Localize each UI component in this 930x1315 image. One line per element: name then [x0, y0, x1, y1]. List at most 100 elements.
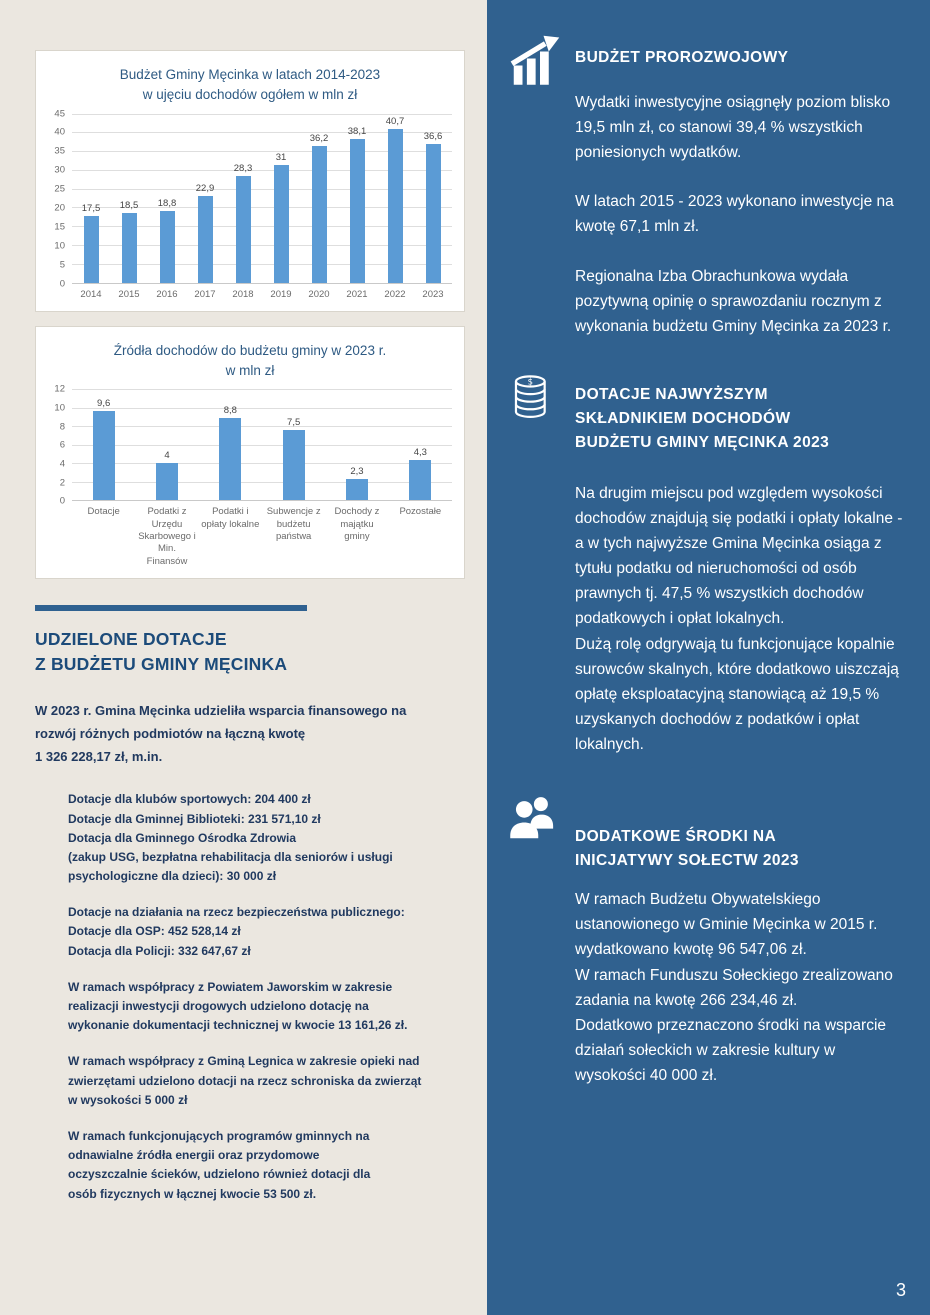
bar	[349, 138, 365, 283]
text-line: Dotacje dla klubów sportowych: 204 400 z…	[68, 792, 311, 807]
section-content: BUDŻET PROROZWOJOWY Wydatki inwestycyjne…	[575, 34, 904, 339]
text-line: W latach 2015 - 2023 wykonano inwestycje…	[575, 193, 894, 236]
right-column: BUDŻET PROROZWOJOWY Wydatki inwestycyjne…	[487, 0, 930, 1315]
text-line: rozwój różnych podmiotów na łączną kwotę	[35, 725, 306, 741]
x-axis-label: 2022	[384, 288, 406, 300]
text-line: Dotacje na działania na rzecz bezpieczeń…	[68, 905, 405, 920]
text-line: oczyszczalnie ścieków, udzielono również…	[68, 1167, 371, 1182]
y-axis-tick-label: 6	[59, 439, 65, 451]
gridline	[72, 132, 452, 134]
people-icon	[503, 791, 575, 1088]
bar	[197, 196, 213, 283]
text-line: Dotacja dla Policji: 332 647,67 zł	[68, 943, 251, 958]
donation-block-gmina-legnica: W ramach współpracy z Gminą Legnica w za…	[68, 1052, 465, 1110]
growth-chart-icon	[503, 34, 575, 339]
bar-column: 38,1	[338, 126, 376, 283]
bar-value-label: 18,8	[157, 198, 177, 210]
text-line: osób fizycznych w łącznej kwocie 53 500 …	[68, 1186, 317, 1201]
bar	[425, 144, 441, 283]
x-axis-label: Pozostałe	[399, 506, 442, 518]
text-line: Dużą rolę odgrywają tu funkcjonujące kop…	[575, 635, 899, 754]
bar	[155, 463, 178, 501]
y-axis: 0 5 10 15 20 25 30 35 40 45	[48, 108, 72, 289]
x-axis-label: Subwencje z budżetu państwa	[266, 506, 321, 543]
x-axis-labels: Dotacje Podatki z Urzędu Skarbowego i Min…	[72, 506, 452, 568]
bar	[235, 175, 251, 283]
donation-block-sport-culture: Dotacje dla klubów sportowych: 204 400 z…	[68, 790, 465, 886]
bar-column: 22,9	[186, 183, 224, 283]
x-axis-label: Podatki z Urzędu Skarbowego i Min. Finan…	[138, 506, 196, 567]
section-content: DODATKOWE ŚRODKI NA INICJATYWY SOŁECTW 2…	[575, 791, 904, 1088]
x-axis-label: 2015	[118, 288, 140, 300]
coins-icon: $	[503, 373, 575, 757]
bar-column: 2,3	[325, 466, 388, 501]
section-budget-prorozwojowy: BUDŻET PROROZWOJOWY Wydatki inwestycyjne…	[503, 34, 904, 339]
text-line: W ramach współpracy z Gminą Legnica w za…	[68, 1054, 420, 1069]
bar-column: 31	[262, 152, 300, 283]
bar	[92, 410, 115, 501]
bar-value-label: 40,7	[385, 115, 405, 127]
y-axis-tick-label: 8	[59, 421, 65, 433]
chart-area: 0 5 10 15 20 25 30 35 40 45 17,5 18,5 18,8 22,9 28,3 31…	[48, 108, 452, 301]
gridline	[72, 188, 452, 190]
text-line: W ramach Funduszu Sołeckiego zrealizowan…	[575, 966, 893, 1009]
y-axis-tick-label: 2	[59, 477, 65, 489]
x-axis-label: 2023	[422, 288, 444, 300]
donation-block-public-safety: Dotacje na działania na rzecz bezpieczeń…	[68, 903, 465, 961]
chart-title: Budżet Gminy Męcinka w latach 2014-2023 …	[119, 67, 381, 103]
gridline	[72, 263, 452, 265]
gridline	[72, 426, 452, 428]
section-divider	[35, 605, 307, 612]
bar-column: 4,3	[389, 447, 452, 501]
x-axis-label: 2017	[194, 288, 216, 300]
bar-column: 40,7	[376, 116, 414, 283]
plot-wrap: 17,5 18,5 18,8 22,9 28,3 31 36,2 38,1 40,7 36,6 20…	[72, 113, 452, 301]
y-axis-tick-label: 45	[54, 108, 65, 119]
y-axis-tick-label: 40	[54, 126, 65, 138]
section-dotacje-skladnik-dochodow: $ DOTACJE NAJWYŻSZYM SKŁADNIKIEM DOCHODÓ…	[503, 373, 904, 757]
x-axis-label: 2014	[80, 288, 102, 300]
svg-text:$: $	[528, 376, 533, 386]
x-axis-labels: 2014 2015 2016 2017 2018 2019 2020 2021 2022 2023	[72, 289, 452, 301]
text-line: W ramach funkcjonujących programów gminn…	[68, 1128, 370, 1143]
text-line: Dodatkowo przeznaczono środki na wsparci…	[575, 1016, 887, 1084]
y-axis-tick-label: 0	[59, 495, 65, 507]
text-line: (zakup USG, bezpłatna rehabilitacja dla …	[68, 849, 393, 864]
text-line: wykonanie dokumentacji technicznej w kwo…	[68, 1018, 408, 1033]
bar	[273, 165, 289, 283]
intro-paragraph: W 2023 r. Gmina Męcinka udzieliła wsparc…	[35, 700, 465, 768]
gridline	[72, 407, 452, 409]
x-axis-label: Podatki i opłaty lokalne	[201, 506, 260, 530]
bar-column: 36,6	[414, 131, 452, 283]
y-axis-tick-label: 12	[54, 383, 65, 395]
page-number: 3	[895, 1280, 906, 1300]
section-paragraphs: Na drugim miejscu pod względem wysokości…	[575, 481, 904, 757]
bar-value-label: 4,3	[413, 447, 427, 459]
gridline	[72, 207, 452, 209]
section-paragraphs: W ramach Budżetu Obywatelskiego ustanowi…	[575, 887, 904, 1088]
bar-value-label: 4	[164, 450, 170, 462]
bar-column: 8,8	[199, 405, 262, 501]
text-line: realizacji inwestycji drogowych udzielon…	[68, 999, 369, 1013]
bar-column: 4	[135, 450, 198, 501]
gridline	[72, 389, 452, 391]
gridline	[72, 113, 452, 115]
x-axis-label: 2019	[270, 288, 292, 300]
bar	[345, 478, 368, 501]
bar-value-label: 28,3	[233, 162, 253, 174]
y-axis: 0 2 4 6 8 10 12	[48, 384, 72, 507]
bars: 9,6 4 8,8 7,5 2,3 4,3	[72, 389, 452, 501]
bar-value-label: 7,5	[287, 417, 301, 429]
bar	[121, 212, 137, 283]
bar-column: 17,5	[72, 203, 110, 283]
gridline	[72, 226, 452, 228]
bar	[311, 145, 327, 283]
bar-column: 18,8	[148, 198, 186, 283]
bar-value-label: 36,6	[423, 131, 443, 143]
y-axis-tick-label: 20	[54, 202, 65, 214]
x-axis-label: 2016	[156, 288, 178, 300]
left-column: Budżet Gminy Męcinka w latach 2014-2023 …	[35, 50, 465, 1201]
bar-value-label: 17,5	[81, 203, 101, 215]
chart-revenue-sources-2023: Źródła dochodów do budżetu gminy w 2023 …	[35, 325, 465, 580]
gridline	[72, 151, 452, 153]
